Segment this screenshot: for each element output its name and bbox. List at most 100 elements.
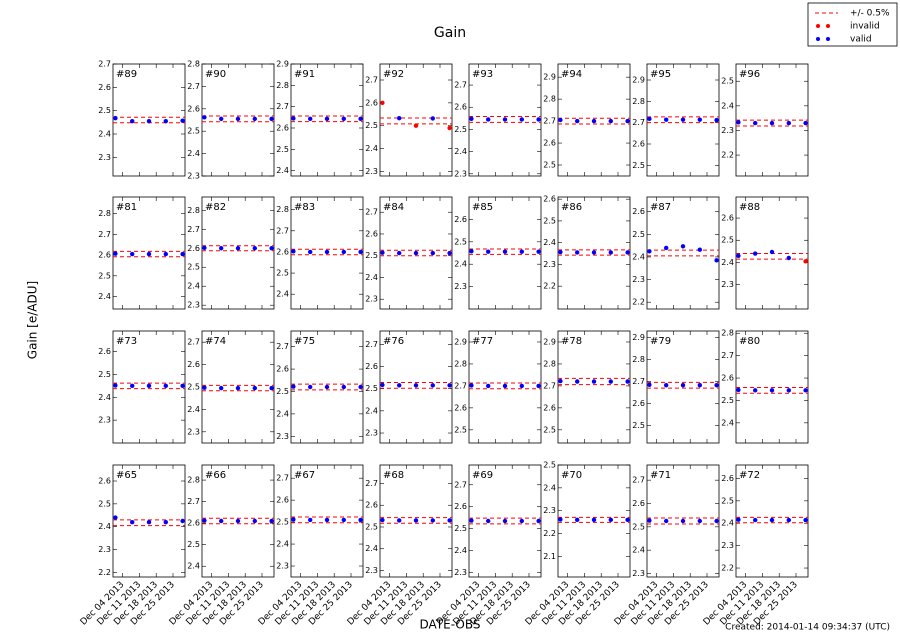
y-tick-label: 2.3 — [543, 260, 556, 269]
y-tick-label: 2.6 — [632, 399, 645, 408]
y-tick-label: 2.5 — [365, 522, 378, 531]
valid-point — [469, 116, 474, 121]
y-tick-label: 2.5 — [632, 522, 645, 531]
y-tick-label: 2.3 — [721, 541, 734, 550]
valid-point — [625, 118, 630, 124]
valid-point — [558, 378, 563, 384]
valid-point — [786, 517, 791, 523]
y-tick-label: 2.2 — [721, 564, 734, 573]
y-tick-label: 2.6 — [365, 98, 378, 107]
y-tick-label: 2.5 — [187, 127, 200, 136]
y-tick-label: 2.7 — [187, 82, 200, 91]
y-tick-label: 2.5 — [276, 518, 289, 527]
valid-point — [130, 383, 135, 389]
panel-title: #65 — [116, 470, 137, 481]
y-tick-label: 2.4 — [98, 130, 111, 139]
y-tick-label: 2.9 — [632, 76, 645, 85]
valid-point — [786, 120, 791, 126]
valid-point — [380, 382, 385, 388]
y-tick-label: 2.7 — [632, 377, 645, 386]
valid-point — [502, 249, 508, 254]
y-tick-label: 2.7 — [365, 76, 378, 85]
valid-point — [130, 519, 135, 525]
panel-title: #79 — [650, 336, 671, 347]
valid-point — [769, 249, 775, 255]
valid-point — [113, 383, 118, 388]
y-tick-label: 2.3 — [98, 545, 111, 554]
valid-point — [769, 388, 775, 393]
valid-point — [113, 115, 118, 121]
y-tick-label: 2.5 — [187, 263, 200, 272]
valid-point — [647, 518, 652, 523]
valid-point — [180, 518, 185, 524]
y-tick-label: 2.1 — [543, 552, 556, 561]
valid-point — [469, 518, 474, 523]
valid-point — [341, 384, 346, 390]
valid-point — [397, 250, 402, 256]
valid-point — [219, 518, 224, 524]
y-tick-label: 2.8 — [543, 359, 556, 368]
panel-frame — [112, 63, 186, 177]
panel-frame — [557, 330, 631, 444]
panel-title: #81 — [116, 202, 137, 213]
valid-point — [413, 383, 419, 388]
y-tick-label: 2.5 — [632, 230, 645, 239]
invalid-point — [803, 259, 808, 264]
y-tick-label: 2.5 — [721, 236, 734, 245]
y-tick-label: 2.3 — [454, 568, 467, 577]
valid-point — [235, 385, 241, 391]
y-tick-label: 2.3 — [276, 562, 289, 571]
y-tick-label: 2.6 — [276, 247, 289, 256]
y-tick-label: 2.3 — [365, 167, 378, 176]
valid-point — [358, 249, 363, 255]
valid-point — [252, 116, 257, 122]
valid-point — [575, 379, 580, 384]
valid-point — [469, 383, 474, 388]
valid-point — [380, 517, 385, 523]
valid-point — [575, 517, 580, 523]
valid-point — [113, 515, 118, 520]
valid-point — [714, 383, 719, 388]
valid-point — [558, 249, 563, 255]
y-axis-label: Gain [e/ADU] — [26, 281, 40, 359]
y-tick-label: 2.4 — [276, 540, 289, 549]
y-tick-label: 2.4 — [454, 147, 467, 156]
y-tick-label: 2.6 — [187, 104, 200, 113]
y-tick-label: 2.4 — [187, 562, 200, 571]
panel-title: #94 — [561, 69, 582, 80]
y-tick-label: 2.4 — [721, 519, 734, 528]
legend-marker — [816, 37, 820, 41]
footnote: Created: 2014-01-14 09:34:37 (UTC) — [725, 623, 890, 633]
panel-title: #72 — [739, 470, 760, 481]
y-tick-label: 2.5 — [276, 387, 289, 396]
panel-title: #70 — [561, 470, 582, 481]
valid-point — [608, 250, 613, 255]
panel-title: #86 — [561, 202, 582, 213]
y-tick-label: 2.4 — [454, 260, 467, 269]
y-tick-label: 2.5 — [454, 524, 467, 533]
y-tick-label: 2.6 — [98, 347, 111, 356]
valid-point — [647, 116, 652, 122]
valid-point — [664, 117, 669, 122]
panel-title: #96 — [739, 69, 760, 80]
panel-frame — [379, 196, 453, 310]
panel-frame — [468, 464, 542, 578]
panel-frame — [112, 196, 186, 310]
panel-frame — [557, 464, 631, 578]
valid-point — [664, 518, 669, 524]
invalid-point — [413, 123, 419, 128]
valid-point — [324, 517, 330, 523]
y-tick-label: 2.6 — [454, 502, 467, 511]
valid-point — [486, 117, 491, 122]
y-tick-label: 2.7 — [276, 342, 289, 351]
valid-point — [269, 385, 274, 391]
y-tick-label: 2.5 — [454, 237, 467, 246]
valid-point — [358, 116, 363, 122]
valid-point — [519, 249, 524, 254]
valid-point — [397, 383, 402, 388]
panel-frame — [379, 63, 453, 177]
valid-point — [430, 383, 435, 388]
y-tick-label: 2.4 — [721, 101, 734, 110]
y-tick-label: 2.7 — [721, 351, 734, 360]
